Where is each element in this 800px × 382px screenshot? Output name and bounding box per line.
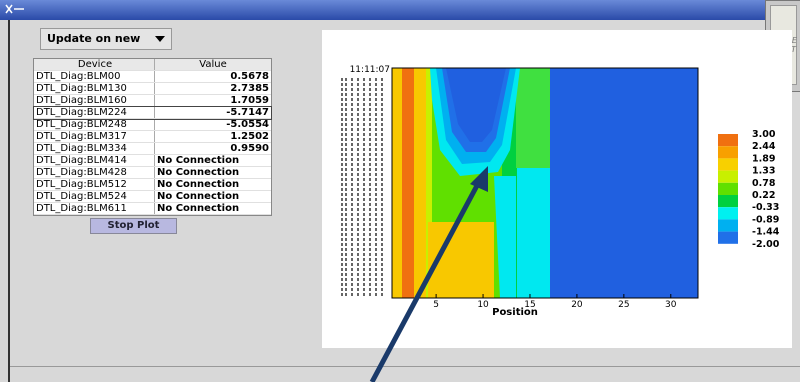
legend-swatch bbox=[718, 207, 738, 220]
table-row: DTL_Diag:BLM130 2.7385 bbox=[34, 83, 271, 95]
legend-label: -2.00 bbox=[752, 239, 780, 250]
value-cell: -5.7147 bbox=[226, 107, 269, 118]
value-cell: No Connection bbox=[157, 203, 240, 214]
device-cell: DTL_Diag:BLM524 bbox=[34, 191, 155, 202]
x-tick-label: 10 bbox=[477, 300, 489, 310]
legend-label: 1.89 bbox=[752, 153, 775, 164]
arrow bbox=[369, 178, 483, 382]
window-edge bbox=[8, 20, 10, 382]
device-cell: DTL_Diag:BLM160 bbox=[34, 95, 155, 106]
value-cell: No Connection bbox=[157, 179, 240, 190]
dropdown-arrow bbox=[155, 36, 165, 42]
x-tick-label: 20 bbox=[571, 300, 583, 310]
table: Device Value DTL_Diag:BLM00 0.5678 DTL_Diag:… bbox=[33, 58, 272, 216]
value-cell: No Connection bbox=[157, 155, 240, 166]
legend-label: -1.44 bbox=[752, 227, 780, 238]
legend-label: -0.89 bbox=[752, 214, 779, 225]
device-cell: DTL_Diag:BLM334 bbox=[34, 143, 155, 154]
x-tick-label: 5 bbox=[433, 300, 439, 310]
arrowhead bbox=[470, 166, 488, 192]
legend-swatch bbox=[718, 146, 738, 159]
device-cell: DTL_Diag:BLM414 bbox=[34, 155, 155, 166]
dropdown[interactable]: Update on new bbox=[40, 28, 172, 50]
value-cell: No Connection bbox=[157, 191, 240, 202]
value-cell: 2.7385 bbox=[230, 83, 269, 94]
x-tick-label: 25 bbox=[618, 300, 629, 310]
value-cell: 1.2502 bbox=[230, 131, 269, 142]
header-cell: Device bbox=[34, 59, 155, 70]
y-tick-label: 11:11:07 bbox=[350, 65, 390, 75]
table-row: DTL_Diag:BLM160 1.7059 bbox=[34, 95, 271, 107]
value-cell: 0.9590 bbox=[230, 143, 269, 154]
table-row: DTL_Diag:BLM428 No Connection bbox=[34, 167, 271, 179]
device-cell: DTL_Diag:BLM317 bbox=[34, 131, 155, 142]
legend-label: 0.22 bbox=[752, 190, 775, 201]
device-cell: DTL_Diag:BLM428 bbox=[34, 167, 155, 178]
legend-swatch bbox=[718, 170, 738, 183]
device-cell: DTL_Diag:BLM512 bbox=[34, 179, 155, 190]
legend-swatch bbox=[718, 134, 738, 147]
device-cell: DTL_Diag:BLM248 bbox=[34, 119, 155, 130]
stop-plot-button[interactable]: Stop Plot bbox=[90, 218, 177, 234]
device-cell: DTL_Diag:BLM611 bbox=[34, 203, 155, 214]
table-row: DTL_Diag:BLM00 0.5678 bbox=[34, 71, 271, 83]
title-bar bbox=[0, 0, 800, 20]
device-cell: DTL_Diag:BLM00 bbox=[34, 71, 155, 82]
legend-swatch bbox=[718, 231, 738, 244]
table-row: DTL_Diag:BLM611 No Connection bbox=[34, 203, 271, 215]
legend-label: 0.78 bbox=[752, 178, 776, 189]
legend-swatch bbox=[718, 195, 738, 208]
table-row: DTL_Diag:BLM414 No Connection bbox=[34, 155, 271, 167]
legend-label: 3.00 bbox=[752, 129, 776, 140]
legend-swatch bbox=[718, 158, 738, 171]
x-axis-label: Position bbox=[492, 307, 538, 318]
table-row: DTL_Diag:BLM524 No Connection bbox=[34, 191, 271, 203]
dropdown-label: Update on new bbox=[47, 32, 141, 45]
legend-label: -0.33 bbox=[752, 202, 779, 213]
legend-label: 1.33 bbox=[752, 166, 775, 177]
table-row: DTL_Diag:BLM317 1.2502 bbox=[34, 131, 271, 143]
x-tick-label: 30 bbox=[665, 300, 677, 310]
device-cell: DTL_Diag:BLM224 bbox=[34, 107, 155, 118]
y-tick-stack bbox=[341, 78, 383, 298]
legend-swatch bbox=[718, 219, 738, 232]
legend-label: 2.44 bbox=[752, 141, 776, 152]
table-row: DTL_Diag:BLM512 No Connection bbox=[34, 179, 271, 191]
table-row: DTL_Diag:BLM224 -5.7147 bbox=[33, 106, 272, 120]
header-row: Device Value bbox=[34, 59, 271, 71]
window-icon bbox=[5, 4, 24, 14]
value-cell: 0.5678 bbox=[230, 71, 269, 82]
value-cell: -5.0554 bbox=[226, 119, 269, 130]
value-cell: No Connection bbox=[157, 167, 240, 178]
header-cell: Value bbox=[155, 59, 271, 70]
table-row: DTL_Diag:BLM248 -5.0554 bbox=[34, 119, 271, 131]
legend-swatch bbox=[718, 182, 738, 195]
table-row: DTL_Diag:BLM334 0.9590 bbox=[34, 143, 271, 155]
value-cell: 1.7059 bbox=[230, 95, 269, 106]
device-cell: DTL_Diag:BLM130 bbox=[34, 83, 155, 94]
status-line bbox=[10, 366, 800, 367]
x-tick-label: 15 bbox=[524, 300, 535, 310]
